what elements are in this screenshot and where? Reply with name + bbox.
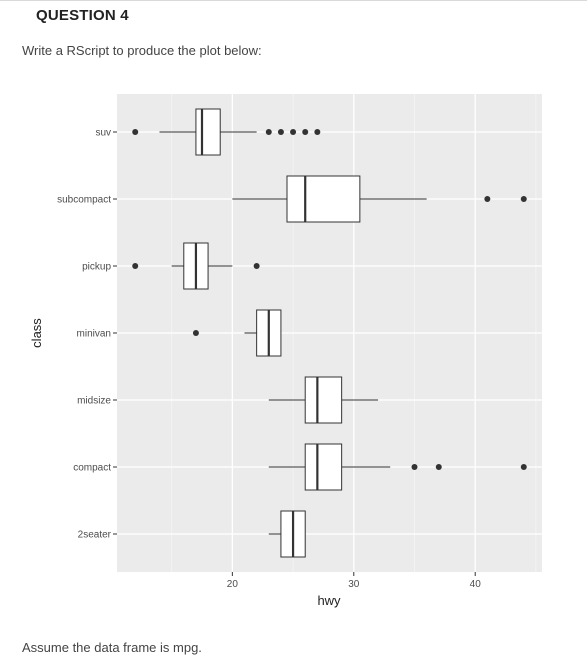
box-subcompact (232, 175, 527, 223)
y-axis-title: class (29, 318, 44, 348)
y-tick-label: compact (73, 463, 111, 474)
x-tick-label: 20 (227, 579, 239, 590)
outlier-point (520, 196, 527, 202)
outlier-point (277, 129, 284, 135)
x-tick-label: 30 (348, 579, 360, 590)
y-tick-label: 2seater (78, 530, 112, 541)
outlier-point (484, 196, 491, 202)
box-minivan (192, 309, 282, 357)
outlier-point (290, 129, 297, 135)
outlier-point (520, 464, 527, 470)
y-tick-label: midsize (77, 396, 111, 407)
y-tick-label: subcompact (57, 195, 111, 206)
outlier-point (132, 129, 139, 135)
box-2seater (268, 510, 306, 558)
outlier-point (132, 263, 139, 269)
box-iqr (304, 376, 343, 424)
y-tick-label: suv (95, 128, 111, 139)
box-compact (268, 443, 527, 491)
outlier-point (411, 464, 418, 470)
outlier-point (435, 464, 442, 470)
y-tick-label: minivan (77, 329, 111, 340)
outlier-point (265, 129, 272, 135)
box-iqr (195, 108, 221, 156)
box-iqr (304, 443, 343, 491)
box-pickup (132, 242, 260, 290)
x-axis-title: hwy (317, 593, 341, 608)
outlier-point (314, 129, 321, 135)
instruction-text: Write a RScript to produce the plot belo… (22, 43, 262, 58)
box-midsize (268, 376, 379, 424)
x-tick-label: 40 (470, 579, 482, 590)
outlier-point (302, 129, 309, 135)
box-iqr (286, 175, 361, 223)
question-title: QUESTION 4 (36, 7, 129, 24)
outlier-point (253, 263, 260, 269)
top-divider (0, 0, 587, 1)
footer-note: Assume the data frame is mpg. (22, 640, 202, 655)
outlier-point (192, 330, 199, 336)
box-suv (132, 108, 321, 156)
y-tick-label: pickup (82, 262, 111, 273)
boxplot-marks (132, 108, 527, 558)
axis-ticks: 20 30 40 suv subcompact pickup minivan midsize c… (57, 128, 481, 591)
